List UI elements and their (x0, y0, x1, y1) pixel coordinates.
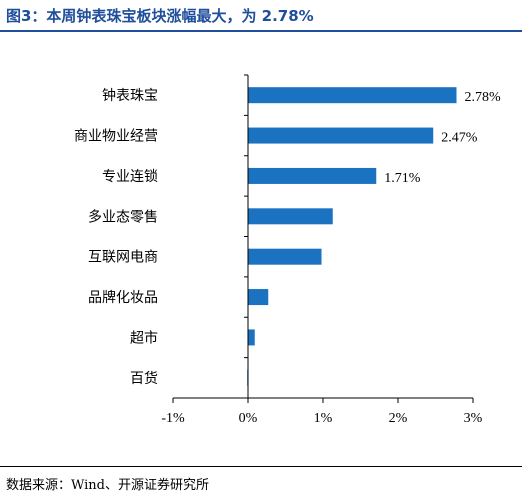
x-tick-label: 3% (464, 411, 483, 426)
category-label: 专业连锁 (102, 169, 158, 185)
bar-chart: 钟表珠宝 2.78% 商业物业经营 2.47% 专业连锁 1.71% 多业态零售互联网电商品… (74, 74, 502, 426)
data-label: 1.71% (384, 171, 421, 186)
category-label: 多业态零售 (88, 208, 158, 225)
bar (248, 248, 322, 265)
category-label: 品牌化妆品 (88, 289, 158, 306)
x-tick-label: 0% (239, 411, 258, 426)
x-tick-label: 2% (389, 411, 408, 426)
bar (248, 87, 457, 104)
data-label: 2.78% (465, 90, 502, 105)
data-label: 2.47% (441, 131, 478, 146)
category-label: 钟表珠宝 (102, 87, 158, 104)
bar (248, 329, 255, 346)
bar (248, 127, 434, 144)
category-label: 互联网电商 (88, 250, 158, 266)
bar (248, 167, 377, 184)
bar (248, 289, 269, 306)
x-tick-label: -1% (161, 411, 185, 426)
source-note: 数据来源：Wind、开源证券研究所 (6, 478, 209, 493)
title-rule (0, 30, 522, 32)
bar (248, 208, 333, 225)
footer-rule (0, 466, 522, 467)
category-label: 商业物业经营 (74, 129, 158, 145)
figure-title: 图3：本周钟表珠宝板块涨幅最大，为 2.78% (6, 7, 314, 25)
category-label: 超市 (130, 329, 158, 346)
category-label: 百货 (130, 370, 158, 387)
x-tick-label: 1% (314, 411, 333, 426)
